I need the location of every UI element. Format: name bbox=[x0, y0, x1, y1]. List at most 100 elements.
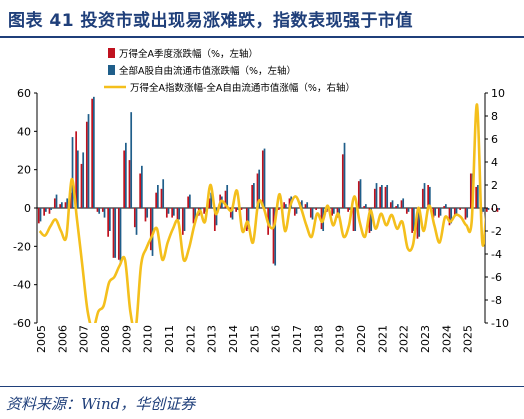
bar-stock-15 bbox=[117, 208, 120, 260]
right-axis-ticks: 10 8 6 4 2 0 -2 -4 -6 -8 -10 bbox=[485, 87, 509, 330]
bar-cap-4 bbox=[61, 202, 63, 208]
bar-cap-13 bbox=[109, 208, 111, 231]
bar-stock-27 bbox=[181, 208, 184, 235]
bar-stock-12 bbox=[101, 208, 104, 212]
right-tick-label-1: 8 bbox=[491, 110, 498, 123]
bar-stock-75 bbox=[437, 208, 440, 218]
bar-stock-51 bbox=[309, 208, 312, 218]
bar-stock-55 bbox=[331, 208, 333, 216]
bar-stock-63 bbox=[373, 188, 376, 208]
chart: 万得全A季度涨跌幅（%，左轴） 全部A股自由流通市值涨跌幅（%，左轴） 万得全A… bbox=[13, 48, 509, 353]
bar-stock-16 bbox=[123, 150, 125, 208]
right-tick-label-4: 2 bbox=[491, 179, 498, 192]
bar-stock-24 bbox=[165, 208, 168, 218]
source-note: 资料来源：Wind，华创证券 bbox=[6, 395, 196, 413]
title-bar: 图表 41 投资市或出现易涨难跌，指数表现强于市值 bbox=[0, 0, 524, 40]
bar-stock-40 bbox=[251, 185, 253, 208]
bar-stock-22 bbox=[155, 192, 157, 208]
bar-stock-67 bbox=[395, 206, 397, 208]
source-rule bbox=[0, 386, 524, 387]
bar-stock-46 bbox=[283, 202, 285, 208]
bar-stock-41 bbox=[256, 173, 259, 208]
bar-cap-39 bbox=[247, 208, 250, 230]
bar-stock-5 bbox=[64, 202, 67, 208]
bar-cap-36 bbox=[231, 208, 234, 220]
bar-stock-57 bbox=[341, 154, 344, 208]
bar-stock-78 bbox=[453, 208, 456, 216]
bar-stock-50 bbox=[304, 204, 307, 208]
x-tick-label-2017: 2017 bbox=[291, 325, 304, 353]
bar-cap-12 bbox=[103, 208, 106, 218]
left-tick-label-1: 40 bbox=[17, 125, 31, 138]
x-tick-label-2014: 2014 bbox=[227, 325, 240, 353]
bar-cap-42 bbox=[263, 148, 266, 208]
bar-cap-63 bbox=[375, 183, 378, 208]
right-tick-label-3: 4 bbox=[491, 156, 498, 169]
bar-cap-29 bbox=[194, 208, 197, 220]
bar-cap-82 bbox=[477, 185, 479, 208]
x-axis-ticks: 2005 2006 2007 2008 2009 2010 2011 2012 2013 2014… bbox=[35, 325, 475, 353]
bar-cap-57 bbox=[343, 142, 346, 208]
bar-stock-32 bbox=[208, 198, 211, 208]
bar-stock-77 bbox=[448, 208, 451, 226]
x-tick-label-2019: 2019 bbox=[334, 325, 347, 353]
bar-cap-69 bbox=[407, 208, 410, 212]
right-tick-label-8: -6 bbox=[491, 271, 502, 284]
bar-cap-59 bbox=[354, 208, 357, 231]
bar-cap-2 bbox=[50, 208, 53, 210]
bar-cap-56 bbox=[338, 208, 341, 216]
x-tick-label-2020: 2020 bbox=[355, 325, 368, 353]
bar-stock-79 bbox=[459, 208, 461, 210]
bar-cap-27 bbox=[183, 208, 186, 231]
bar-stock-68 bbox=[400, 200, 403, 208]
bar-cap-84 bbox=[487, 208, 490, 210]
bar-cap-14 bbox=[114, 208, 117, 258]
bar-stock-2 bbox=[48, 208, 51, 214]
bar-stock-11 bbox=[96, 208, 99, 212]
left-tick-label-4: -20 bbox=[13, 240, 31, 253]
bar-stock-17 bbox=[128, 160, 131, 208]
bar-stock-72 bbox=[421, 188, 424, 208]
legend: 万得全A季度涨跌幅（%，左轴） 全部A股自由流通市值涨跌幅（%，左轴） 万得全A… bbox=[104, 48, 355, 94]
x-tick-label-2010: 2010 bbox=[142, 325, 155, 353]
bar-stock-38 bbox=[240, 208, 243, 210]
bar-cap-17 bbox=[130, 112, 133, 208]
bar-stock-36 bbox=[229, 208, 232, 218]
bar-stock-13 bbox=[107, 208, 109, 237]
bar-stock-23 bbox=[160, 188, 163, 208]
left-tick-label-6: -60 bbox=[13, 317, 31, 330]
bar-cap-50 bbox=[306, 202, 309, 208]
left-tick-label-5: -40 bbox=[13, 279, 31, 292]
bar-stock-19 bbox=[139, 173, 141, 208]
bar-cap-60 bbox=[359, 179, 362, 208]
bar-cap-16 bbox=[125, 142, 127, 208]
bar-cap-32 bbox=[210, 192, 213, 208]
bar-cap-75 bbox=[439, 208, 442, 216]
bars bbox=[37, 96, 501, 266]
bar-cap-37 bbox=[237, 208, 239, 210]
bar-cap-68 bbox=[402, 198, 405, 208]
x-tick-label-2012: 2012 bbox=[184, 325, 197, 353]
bar-stock-52 bbox=[315, 208, 317, 210]
x-tick-label-2005: 2005 bbox=[35, 325, 48, 353]
bar-cap-66 bbox=[391, 200, 394, 208]
bar-cap-7 bbox=[77, 150, 79, 208]
bar-stock-7 bbox=[75, 131, 77, 208]
legend-label-stock: 万得全A季度涨跌幅（%，左轴） bbox=[119, 48, 258, 60]
bar-cap-19 bbox=[141, 165, 143, 208]
bar-cap-55 bbox=[333, 208, 335, 214]
bar-stock-65 bbox=[384, 186, 387, 208]
x-tick-label-2024: 2024 bbox=[440, 325, 453, 353]
legend-label-cap: 全部A股自由流通市值涨跌幅（%，左轴） bbox=[119, 65, 296, 77]
bar-stock-29 bbox=[192, 208, 195, 224]
right-tick-label-7: -4 bbox=[491, 248, 502, 261]
x-tick-label-2021: 2021 bbox=[376, 325, 389, 353]
right-tick-label-9: -8 bbox=[491, 294, 502, 307]
left-tick-label-2: 20 bbox=[17, 164, 31, 177]
bar-stock-85 bbox=[491, 208, 493, 210]
bar-stock-3 bbox=[53, 198, 56, 208]
bar-stock-0 bbox=[37, 208, 40, 224]
bar-cap-35 bbox=[226, 185, 229, 208]
bar-stock-26 bbox=[176, 208, 179, 222]
bar-cap-1 bbox=[45, 208, 47, 212]
